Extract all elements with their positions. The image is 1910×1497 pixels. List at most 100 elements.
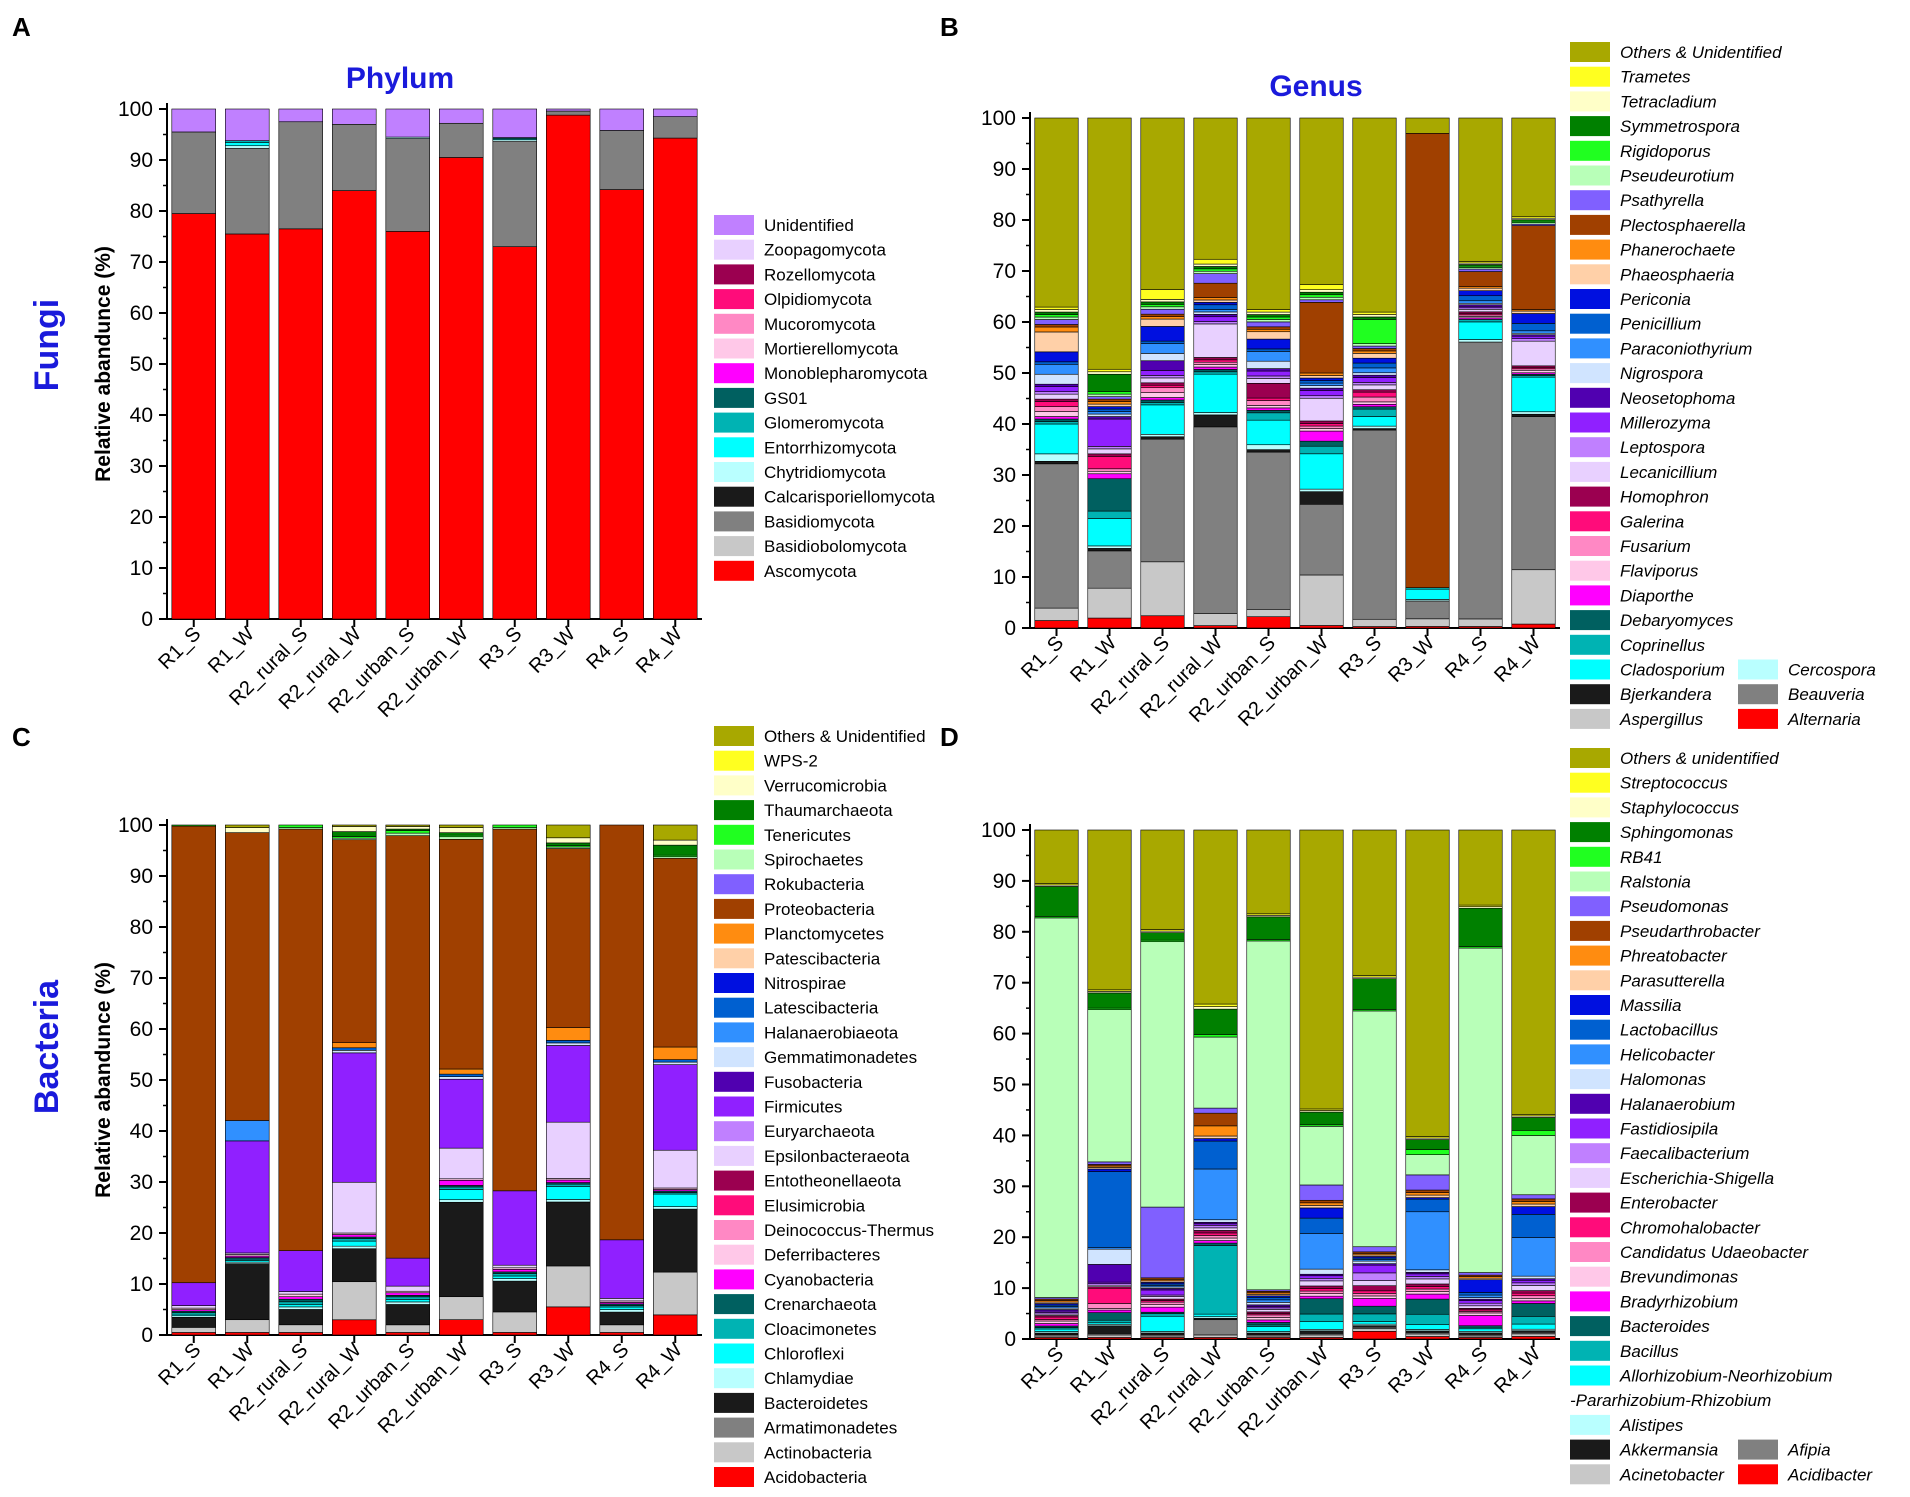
bar-segment — [1299, 1199, 1344, 1204]
bar-segment — [1140, 353, 1185, 362]
legend-item: Bradyrhizobium — [1570, 1291, 1738, 1312]
bar-segment — [1087, 473, 1132, 480]
bar-segment — [1034, 463, 1079, 609]
bar-segment — [1193, 263, 1238, 267]
y-tick-label: 100 — [118, 98, 153, 121]
legend-item: Bjerkandera — [1570, 684, 1712, 705]
bar-segment — [332, 190, 377, 620]
bar-segment — [1087, 550, 1132, 589]
legend-swatch — [1570, 190, 1610, 211]
bar-segment — [1352, 829, 1397, 976]
y-tick-label: 40 — [993, 413, 1016, 436]
bar-segment — [1405, 1293, 1450, 1300]
bar-segment — [439, 1186, 484, 1190]
bar-segment — [1193, 1225, 1238, 1229]
legend-item: Halanaerobiaeota — [714, 1022, 899, 1043]
legend-item: Rokubacteria — [714, 874, 865, 895]
legend-swatch — [1570, 1019, 1610, 1040]
bar-stack-R3_S — [1352, 829, 1397, 1340]
bar-segment — [1299, 420, 1344, 424]
bar-segment — [1140, 382, 1185, 386]
legend-item: Leptospora — [1570, 437, 1705, 458]
bar-segment — [171, 1305, 216, 1309]
bar-segment — [439, 1199, 484, 1203]
x-tick-label: R4_S — [582, 1339, 633, 1390]
bar-segment — [492, 1332, 537, 1336]
y-tick-label: 70 — [130, 251, 153, 274]
bar-segment — [1246, 449, 1291, 453]
bar-segment — [385, 832, 430, 836]
legend-swatch — [1570, 264, 1610, 285]
bar-segment — [1087, 408, 1132, 412]
x-tick-label: R3_S — [1335, 1343, 1386, 1394]
legend-swatch — [1570, 1266, 1610, 1287]
legend-swatch — [714, 1392, 754, 1413]
legend-item: Sphingomonas — [1570, 822, 1734, 843]
bar-segment — [1352, 117, 1397, 313]
bar-segment — [1352, 1272, 1397, 1281]
bar-segment — [278, 228, 323, 620]
bar-segment — [1087, 371, 1132, 375]
bar-segment — [1299, 1293, 1344, 1297]
bar-segment — [1405, 588, 1450, 600]
legend-item: Alistipes — [1570, 1414, 1684, 1435]
legend-swatch — [1570, 338, 1610, 359]
x-tick-label: R1_S — [1017, 632, 1068, 683]
bar-segment — [1087, 1319, 1132, 1324]
bar-segment — [1034, 1320, 1079, 1324]
bar-segment — [546, 1042, 591, 1046]
legend-swatch — [1570, 1340, 1610, 1361]
legend-label: Cercospora — [1788, 661, 1876, 680]
bar-segment — [1405, 1189, 1450, 1193]
legend-item: Mortierellomycota — [714, 338, 899, 359]
bar-segment — [546, 110, 591, 116]
y-tick-label: 20 — [993, 1226, 1016, 1249]
bar-segment — [278, 1306, 323, 1310]
bar-segment — [1405, 1149, 1450, 1155]
y-tick-label: 10 — [130, 1273, 153, 1296]
bar-segment — [1034, 829, 1079, 884]
bar-segment — [1352, 348, 1397, 352]
legend-swatch — [714, 1417, 754, 1438]
legend-item: Actinobacteria — [714, 1442, 872, 1463]
bar-segment — [1299, 397, 1344, 422]
bar-stack-R3_S — [492, 824, 537, 1336]
bar-segment — [492, 1273, 537, 1277]
y-tick-label: 70 — [993, 260, 1016, 283]
legend-swatch — [1570, 536, 1610, 556]
legend-swatch — [714, 1071, 754, 1092]
legend-label: Plectosphaerella — [1620, 216, 1746, 235]
legend-swatch — [714, 486, 754, 507]
bar-stack-R1_S — [171, 824, 216, 1336]
bar-segment — [1034, 373, 1079, 385]
bar-segment — [1299, 488, 1344, 492]
bar-segment — [1352, 372, 1397, 376]
bar-segment — [546, 842, 591, 846]
bar-segment — [1352, 1328, 1397, 1332]
bar-segment — [1246, 326, 1291, 330]
bar-segment — [1034, 386, 1079, 392]
bar-segment — [1193, 1313, 1238, 1317]
bar-segment — [1087, 418, 1132, 447]
bar-segment — [1352, 396, 1397, 403]
bar-segment — [1511, 416, 1556, 571]
legend-swatch — [1738, 684, 1778, 705]
legend-swatch — [714, 363, 754, 384]
legend-swatch — [1570, 995, 1610, 1015]
bar-segment — [1034, 324, 1079, 328]
bar-stack-R4_S — [1458, 117, 1503, 629]
bar-segment — [1034, 311, 1079, 315]
panel-letter: A — [12, 12, 31, 42]
x-tick-label: R1_S — [154, 623, 205, 674]
legend: Others & Unidentified Trametes Tetracladiu… — [1570, 42, 1876, 729]
bar-segment — [1352, 416, 1397, 427]
legend-swatch — [714, 800, 754, 821]
bar-segment — [1246, 117, 1291, 310]
bar-segment — [1193, 1240, 1238, 1244]
bar-segment — [1140, 1313, 1185, 1317]
bar-segment — [546, 1040, 591, 1044]
bar-segment — [1193, 1319, 1238, 1336]
legend-swatch — [1570, 822, 1610, 843]
bar-segment — [1246, 609, 1291, 617]
bar-segment — [171, 1316, 216, 1328]
